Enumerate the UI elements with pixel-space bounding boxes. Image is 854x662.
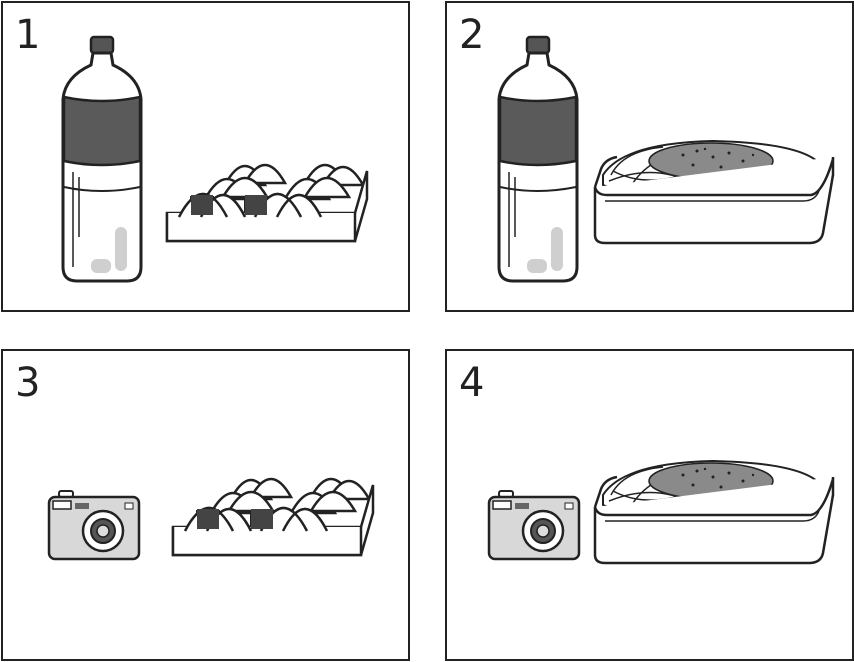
panel-number: 4 xyxy=(459,360,485,406)
bottle-icon xyxy=(497,35,579,283)
panel-2: 2 xyxy=(445,1,854,312)
panel-number: 3 xyxy=(15,360,41,406)
camera-icon xyxy=(47,489,141,561)
rice-ball-tray-icon xyxy=(165,163,371,245)
panel-number: 2 xyxy=(459,12,485,58)
panel-1: 1 xyxy=(1,1,410,312)
panel-3: 3 xyxy=(1,349,410,661)
camera-icon xyxy=(487,489,581,561)
yakisoba-tray-icon xyxy=(593,459,835,565)
rice-ball-tray-icon xyxy=(171,477,377,559)
panel-number: 1 xyxy=(15,12,41,58)
yakisoba-tray-icon xyxy=(593,139,835,245)
bottle-icon xyxy=(61,35,143,283)
panel-4: 4 xyxy=(445,349,854,661)
